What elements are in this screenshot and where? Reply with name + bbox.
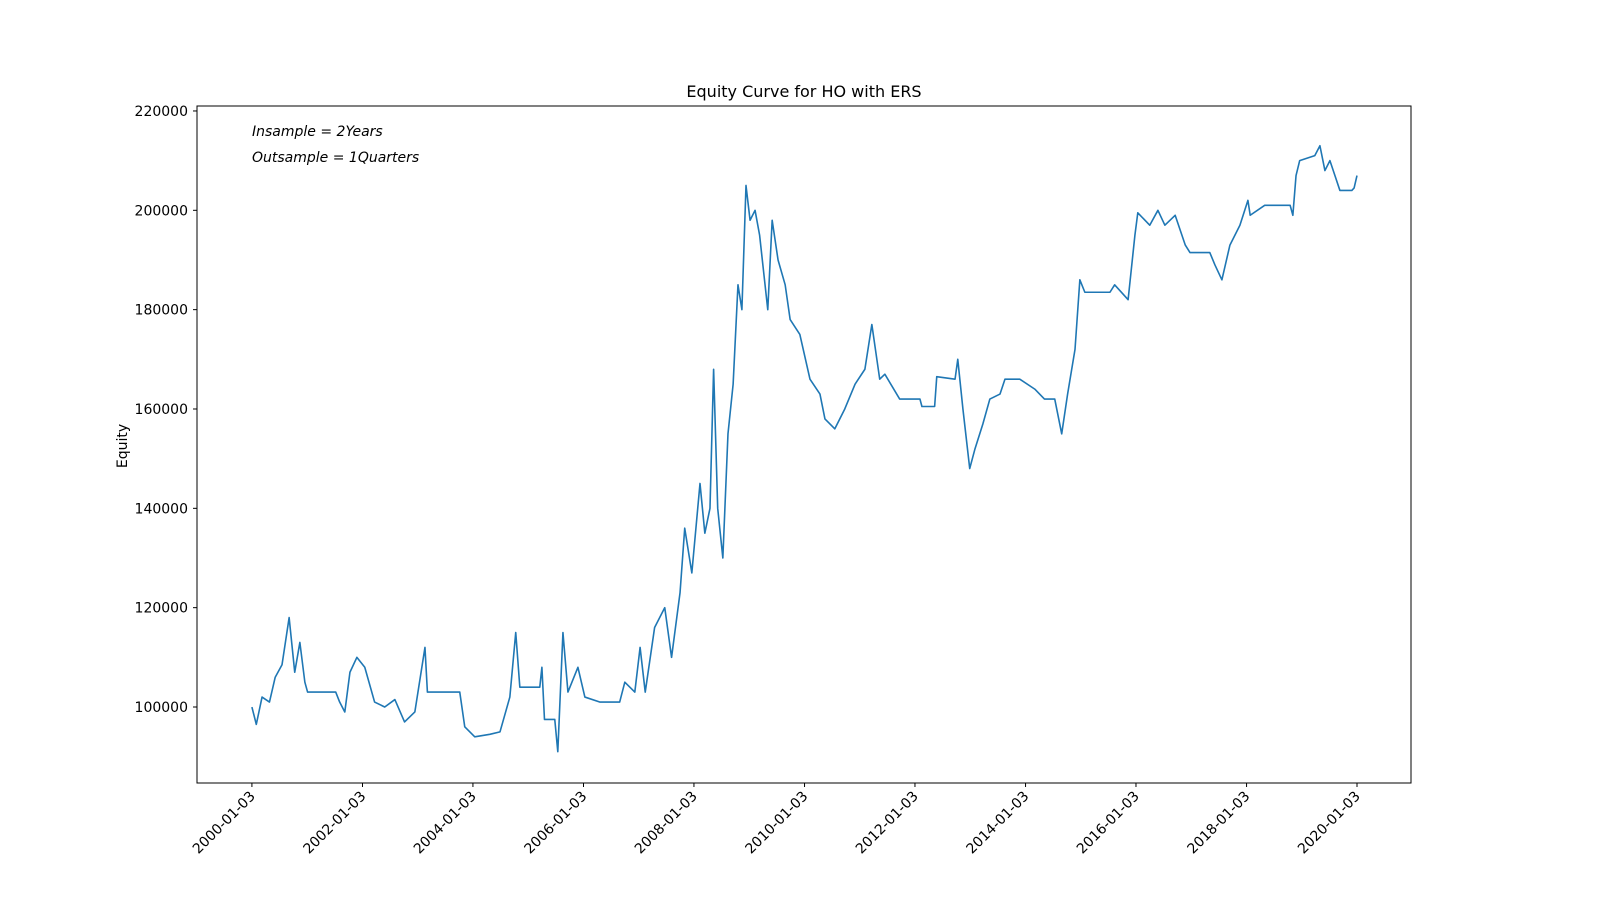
x-tick-label: 2004-01-03	[411, 789, 480, 858]
x-tick-label: 2010-01-03	[743, 789, 812, 858]
plot-frame	[196, 105, 1412, 784]
y-tick-label: 120000	[135, 601, 188, 617]
x-tick-label: 2008-01-03	[632, 789, 701, 858]
x-tick-label: 2002-01-03	[300, 789, 369, 858]
x-tick-label: 2014-01-03	[964, 789, 1033, 858]
chart-title: Equity Curve for HO with ERS	[686, 82, 921, 101]
x-tick-label: 2006-01-03	[521, 789, 590, 858]
annotation: Outsample = 1Quarters	[252, 150, 419, 166]
y-axis-label: Equity	[115, 424, 131, 468]
x-tick-label: 2016-01-03	[1074, 789, 1143, 858]
y-tick-label: 180000	[135, 303, 188, 319]
y-tick-label: 140000	[135, 501, 188, 517]
y-tick-label: 200000	[135, 203, 188, 219]
x-tick-label: 2000-01-03	[190, 789, 259, 858]
equity-line	[251, 144, 1358, 753]
y-tick-label: 100000	[135, 700, 188, 716]
annotation: Insample = 2Years	[252, 124, 383, 140]
y-tick-label: 220000	[135, 104, 188, 120]
y-tick-label: 160000	[135, 402, 188, 418]
x-tick-label: 2018-01-03	[1185, 789, 1254, 858]
x-tick-label: 2020-01-03	[1295, 789, 1364, 858]
x-tick-label: 2012-01-03	[853, 789, 922, 858]
